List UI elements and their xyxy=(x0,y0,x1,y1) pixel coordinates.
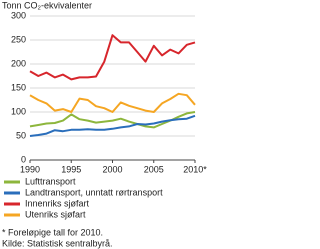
chart: Tonn CO₂-ekvivalenter * Foreløpige tall … xyxy=(2,0,207,248)
source: Kilde: Statistisk sentralbyrå. xyxy=(2,238,113,248)
x-tick-label: 2005 xyxy=(144,164,164,174)
x-tick-label: 2010* xyxy=(183,164,207,174)
y-tick-label: 300 xyxy=(11,10,26,20)
chart-title: Tonn CO₂-ekvivalenter xyxy=(2,0,92,10)
series-line xyxy=(29,92,196,113)
legend-label: Innenriks sjøfart xyxy=(25,198,90,208)
legend-label: Lufttransport xyxy=(25,176,76,186)
y-tick-label: 100 xyxy=(11,106,26,116)
footnote: * Foreløpige tall for 2010. xyxy=(2,227,103,237)
series-line xyxy=(29,114,196,137)
y-tick-label: 0 xyxy=(21,154,26,164)
series-line xyxy=(29,111,196,129)
y-tick-label: 200 xyxy=(11,58,26,68)
series-line xyxy=(29,34,196,81)
y-tick-label: 250 xyxy=(11,34,26,44)
x-tick-label: 2000 xyxy=(102,164,122,174)
legend-label: Landtransport, unntatt rørtransport xyxy=(25,187,163,197)
x-tick-label: 1990 xyxy=(20,164,40,174)
y-tick-label: 50 xyxy=(16,130,26,140)
y-tick-label: 150 xyxy=(11,82,26,92)
x-tick-label: 1995 xyxy=(61,164,81,174)
legend-label: Utenriks sjøfart xyxy=(25,209,86,219)
